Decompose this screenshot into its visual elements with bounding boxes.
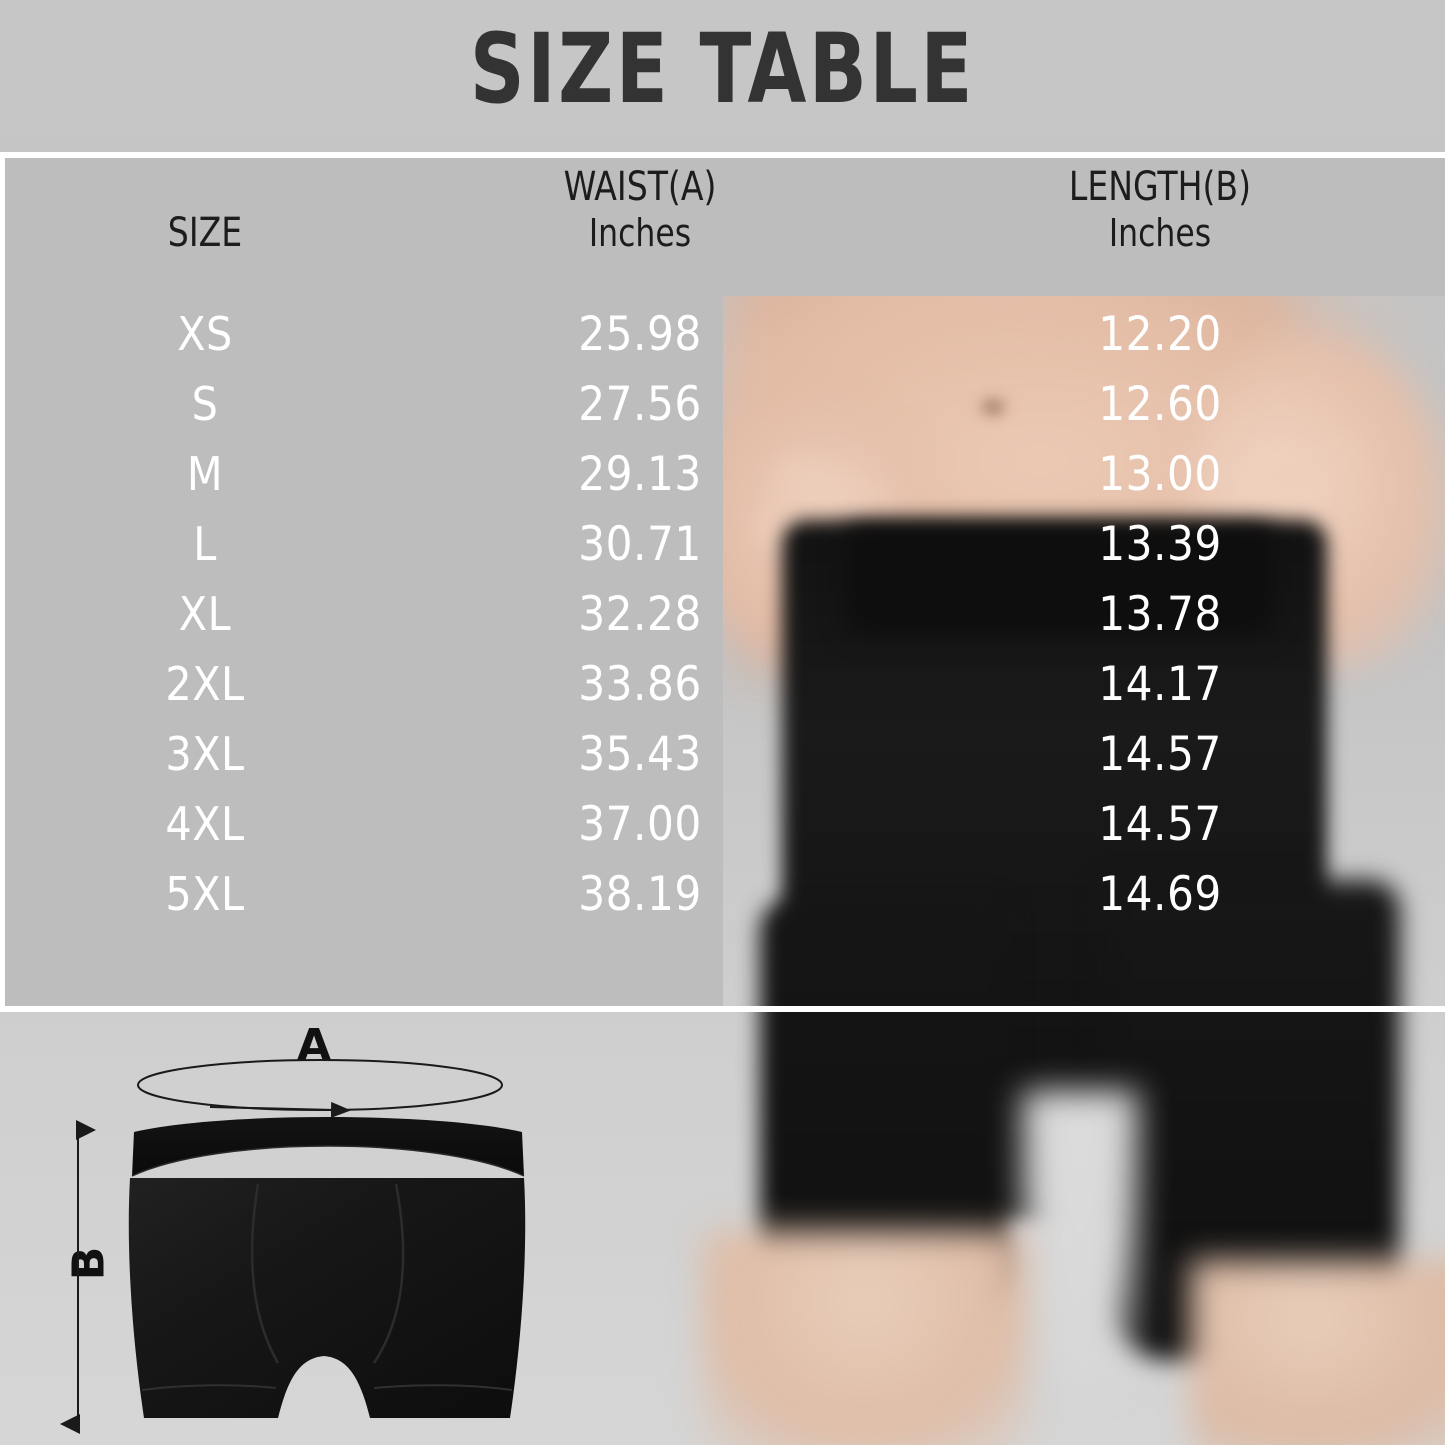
left-column-panel <box>5 158 723 1006</box>
cell-size: L <box>193 517 217 571</box>
table-header-row: SIZE WAIST(A) Inches LENGTH(B) Inches <box>0 158 1445 296</box>
column-header-waist-label: WAIST(A) <box>563 164 717 210</box>
cell-waist: 30.71 <box>578 516 702 572</box>
table-row: XS 25.98 12.20 <box>0 302 1445 366</box>
size-table: SIZE WAIST(A) Inches LENGTH(B) Inches XS… <box>0 158 1445 932</box>
cell-size: M <box>186 447 224 501</box>
cell-length: 14.69 <box>1098 866 1222 922</box>
cell-waist: 35.43 <box>578 726 702 782</box>
model-navel <box>976 394 1010 420</box>
column-header-length: LENGTH(B) Inches <box>898 158 1422 256</box>
cell-length: 13.78 <box>1098 586 1222 642</box>
cell-length: 12.60 <box>1098 376 1222 432</box>
cell-length: 14.57 <box>1098 796 1222 852</box>
boxer-brief-illustration <box>128 1117 526 1418</box>
column-header-waist: WAIST(A) Inches <box>424 158 856 256</box>
table-row: XL 32.28 13.78 <box>0 582 1445 646</box>
cell-size: 5XL <box>165 867 245 921</box>
table-row: 3XL 35.43 14.57 <box>0 722 1445 786</box>
cell-length: 13.00 <box>1098 446 1222 502</box>
cell-length: 14.17 <box>1098 656 1222 712</box>
column-header-size: SIZE <box>167 210 243 256</box>
cell-length: 14.57 <box>1098 726 1222 782</box>
cell-waist: 25.98 <box>578 306 702 362</box>
cell-waist: 38.19 <box>578 866 702 922</box>
cell-length: 12.20 <box>1098 306 1222 362</box>
cell-size: 2XL <box>165 657 245 711</box>
cell-size: XL <box>178 587 232 641</box>
model-leg-gap <box>1020 1090 1140 1390</box>
page-title: SIZE TABLE <box>469 13 976 125</box>
table-row: 2XL 33.86 14.17 <box>0 652 1445 716</box>
table-top-divider <box>0 152 1445 158</box>
cell-size: 4XL <box>165 797 245 851</box>
cell-waist: 32.28 <box>578 586 702 642</box>
cell-size: XS <box>177 307 233 361</box>
cell-length: 13.39 <box>1098 516 1222 572</box>
measurement-label-a: A <box>297 1020 332 1071</box>
cell-waist: 37.00 <box>578 796 702 852</box>
table-row: 5XL 38.19 14.69 <box>0 862 1445 926</box>
waist-circumference-arrow-icon <box>137 1059 503 1118</box>
model-right-thigh <box>1190 1260 1445 1445</box>
cell-waist: 27.56 <box>578 376 702 432</box>
cell-waist: 33.86 <box>578 656 702 712</box>
table-bottom-divider <box>0 1006 1445 1012</box>
column-header-waist-unit: Inches <box>588 211 692 256</box>
cell-waist: 29.13 <box>578 446 702 502</box>
column-header-length-label: LENGTH(B) <box>1068 164 1252 210</box>
table-row: 4XL 37.00 14.57 <box>0 792 1445 856</box>
cell-size: S <box>191 377 219 431</box>
table-row: M 29.13 13.00 <box>0 442 1445 506</box>
column-header-length-unit: Inches <box>1108 211 1212 256</box>
model-garment-waistband <box>845 525 1275 635</box>
table-row: S 27.56 12.60 <box>0 372 1445 436</box>
model-left-thigh <box>700 1230 1030 1445</box>
table-row: L 30.71 13.39 <box>0 512 1445 576</box>
cell-size: 3XL <box>165 727 245 781</box>
length-dimension-arrow-icon <box>60 1120 96 1434</box>
